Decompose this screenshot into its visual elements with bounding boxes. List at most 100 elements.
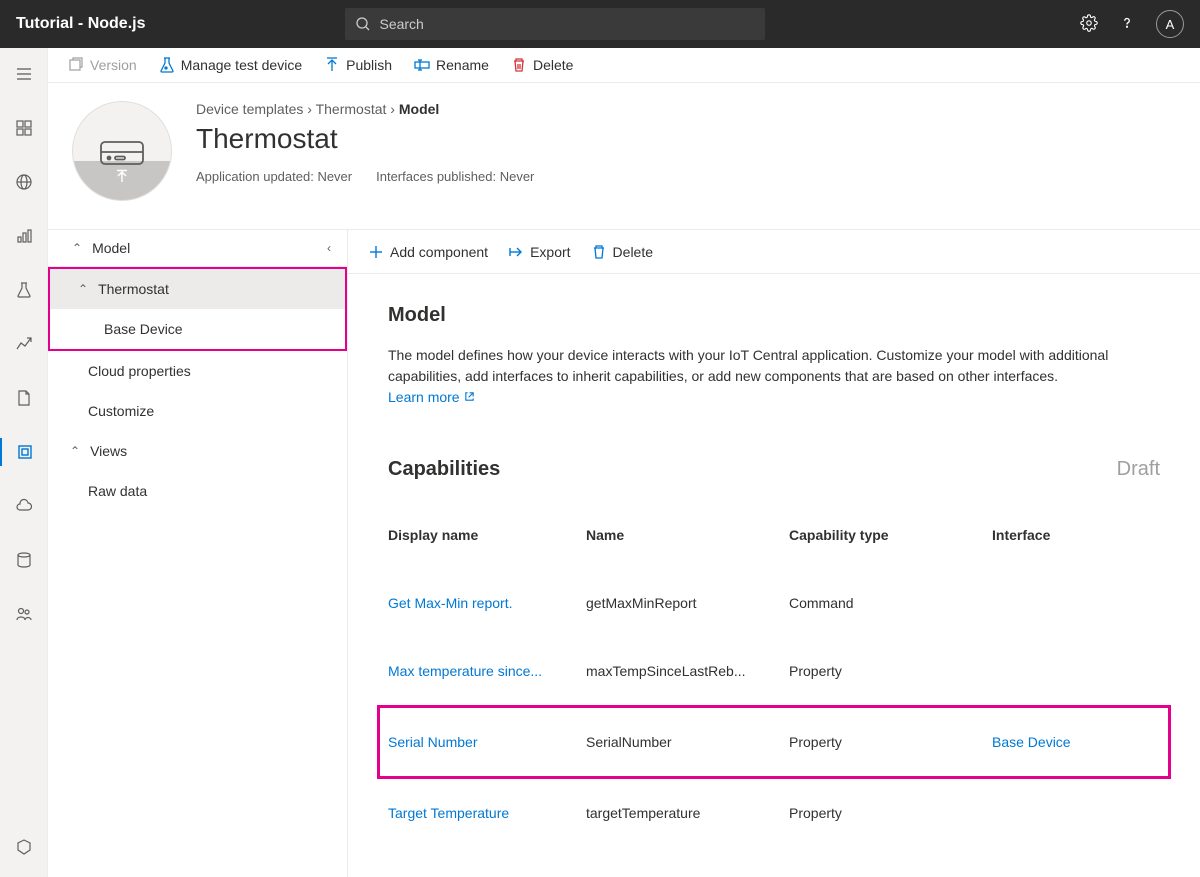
learn-more-link[interactable]: Learn more	[388, 389, 475, 405]
breadcrumb-thermostat[interactable]: Thermostat	[316, 101, 387, 117]
model-section-title: Model	[388, 304, 1160, 327]
capability-name: targetTemperature	[586, 805, 781, 821]
rename-label: Rename	[436, 57, 489, 73]
topbar-right: A	[1080, 10, 1184, 38]
capabilities-table: Display name Name Capability type Interf…	[388, 511, 1160, 847]
capability-name: maxTempSinceLastReb...	[586, 663, 781, 679]
add-component-label: Add component	[390, 244, 488, 260]
tree-customize-label: Customize	[88, 403, 154, 419]
export-label: Export	[530, 244, 570, 260]
detail-delete-button[interactable]: Delete	[591, 244, 653, 260]
capability-name: getMaxMinReport	[586, 595, 781, 611]
table-row[interactable]: Target Temperature targetTemperature Pro…	[388, 779, 1160, 847]
file-icon[interactable]	[0, 384, 48, 412]
capability-type: Property	[789, 663, 984, 679]
table-row[interactable]: Get Max-Min report. getMaxMinReport Comm…	[388, 569, 1160, 637]
tree-views-label: Views	[90, 443, 127, 459]
delete-button[interactable]: Delete	[511, 57, 573, 73]
external-link-icon	[464, 387, 475, 408]
page-header: Device templates › Thermostat › Model Th…	[48, 83, 1200, 230]
upload-arrow-icon	[114, 169, 130, 188]
table-header-row: Display name Name Capability type Interf…	[388, 511, 1160, 569]
cloud-icon[interactable]	[0, 492, 48, 520]
settings-icon[interactable]	[1080, 14, 1098, 35]
capabilities-title: Capabilities	[388, 458, 500, 481]
capability-display-name[interactable]: Target Temperature	[388, 805, 578, 821]
capability-type: Property	[789, 805, 984, 821]
delete-label: Delete	[533, 57, 573, 73]
chart-bar-icon[interactable]	[0, 222, 48, 250]
interfaces-published: Interfaces published: Never	[376, 169, 534, 184]
tree-item-base-device[interactable]: Base Device	[50, 309, 345, 349]
dashboard-icon[interactable]	[0, 114, 48, 142]
manage-test-device-button[interactable]: Manage test device	[159, 57, 302, 73]
app-updated: Application updated: Never	[196, 169, 352, 184]
detail-panel: Add component Export Delete Model The mo…	[348, 230, 1200, 877]
breadcrumb: Device templates › Thermostat › Model	[196, 101, 534, 117]
tree-item-raw-data[interactable]: Raw data	[48, 471, 347, 511]
command-bar: Version Manage test device Publish Renam…	[48, 48, 1200, 83]
chart-line-icon[interactable]	[0, 330, 48, 358]
device-template-icon	[72, 101, 172, 201]
tree-item-views[interactable]: ⌃ Views	[48, 431, 347, 471]
version-button[interactable]: Version	[68, 57, 137, 73]
breadcrumb-current: Model	[399, 101, 439, 117]
tree-item-cloud-properties[interactable]: Cloud properties	[48, 351, 347, 391]
detail-delete-label: Delete	[613, 244, 653, 260]
col-capability-type: Capability type	[789, 527, 984, 543]
tree-item-customize[interactable]: Customize	[48, 391, 347, 431]
breadcrumb-device-templates[interactable]: Device templates	[196, 101, 303, 117]
tree-raw-data-label: Raw data	[88, 483, 147, 499]
publish-button[interactable]: Publish	[324, 57, 392, 73]
chevron-up-icon: ⌃	[72, 241, 82, 255]
model-section-description: The model defines how your device intera…	[388, 345, 1160, 408]
version-label: Version	[90, 57, 137, 73]
app-title: Tutorial - Node.js	[16, 15, 145, 33]
detail-command-bar: Add component Export Delete	[348, 230, 1200, 274]
col-display-name: Display name	[388, 527, 578, 543]
tree-item-thermostat[interactable]: ⌃ Thermostat	[50, 269, 345, 309]
hamburger-icon[interactable]	[0, 60, 48, 88]
rename-button[interactable]: Rename	[414, 57, 489, 73]
tree-base-device-label: Base Device	[104, 321, 183, 337]
export-button[interactable]: Export	[508, 244, 570, 260]
avatar[interactable]: A	[1156, 10, 1184, 38]
tree-cloud-properties-label: Cloud properties	[88, 363, 191, 379]
nav-rail	[0, 48, 48, 877]
tree-panel: ⌃ Model ‹ ⌃ Thermostat Base Device	[48, 230, 348, 877]
publish-label: Publish	[346, 57, 392, 73]
chevron-up-icon: ⌃	[70, 444, 80, 458]
capability-name: SerialNumber	[586, 734, 781, 750]
users-icon[interactable]	[0, 600, 48, 628]
template-nav-icon[interactable]	[0, 438, 48, 466]
capability-type: Command	[789, 595, 984, 611]
draft-badge: Draft	[1117, 458, 1160, 481]
collapse-panel-icon[interactable]: ‹	[327, 241, 331, 255]
beaker-nav-icon[interactable]	[0, 276, 48, 304]
col-name: Name	[586, 527, 781, 543]
table-row-highlighted[interactable]: Serial Number SerialNumber Property Base…	[377, 705, 1171, 779]
manage-test-device-label: Manage test device	[181, 57, 302, 73]
tree-header[interactable]: ⌃ Model ‹	[48, 230, 347, 267]
table-row[interactable]: Max temperature since... maxTempSinceLas…	[388, 637, 1160, 705]
search-box[interactable]: Search	[345, 8, 765, 40]
help-icon[interactable]	[1118, 14, 1136, 35]
tree-root-label: Model	[92, 240, 130, 256]
search-icon	[355, 16, 371, 32]
capability-display-name[interactable]: Serial Number	[388, 734, 578, 750]
add-component-button[interactable]: Add component	[368, 244, 488, 260]
admin-icon[interactable]	[0, 833, 48, 861]
capability-display-name[interactable]: Max temperature since...	[388, 663, 578, 679]
search-placeholder: Search	[379, 16, 423, 32]
tree-thermostat-label: Thermostat	[98, 281, 169, 297]
page-title: Thermostat	[196, 123, 534, 155]
globe-icon[interactable]	[0, 168, 48, 196]
capability-display-name[interactable]: Get Max-Min report.	[388, 595, 578, 611]
col-interface: Interface	[992, 527, 1122, 543]
topbar: Tutorial - Node.js Search A	[0, 0, 1200, 48]
chevron-up-icon: ⌃	[78, 282, 88, 296]
capability-interface[interactable]: Base Device	[992, 734, 1122, 750]
data-icon[interactable]	[0, 546, 48, 574]
capability-type: Property	[789, 734, 984, 750]
tree-highlight-region: ⌃ Thermostat Base Device	[48, 267, 347, 351]
